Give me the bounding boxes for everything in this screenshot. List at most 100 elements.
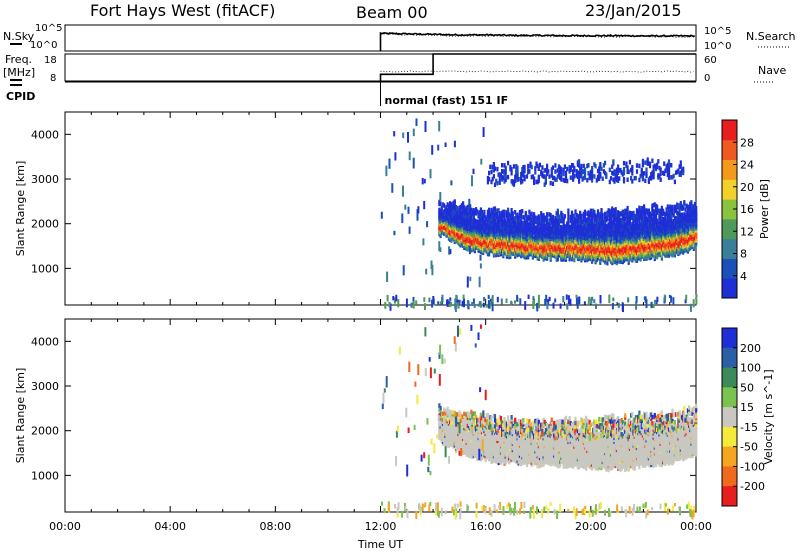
scatter-cell	[638, 213, 641, 219]
near-range-echo	[578, 296, 581, 304]
scatter-cell	[666, 204, 669, 209]
scatter-cell	[516, 212, 519, 218]
scatter-cell	[622, 166, 626, 172]
nsky-label: N.Sky	[3, 30, 35, 43]
scatter-cell	[544, 215, 547, 221]
scatter-cell	[614, 170, 617, 175]
scatter-cell	[651, 217, 654, 223]
scatter-cell	[488, 176, 491, 182]
scatter-cell	[609, 217, 613, 222]
isolated-echo	[402, 265, 405, 276]
scatter-cell	[582, 175, 585, 181]
near-range-echo	[487, 294, 490, 299]
scatter-cell	[631, 179, 634, 184]
scatter-cell	[583, 175, 587, 180]
isolated-echo	[468, 245, 471, 255]
scatter-cell	[583, 213, 587, 219]
scatter-cell	[453, 199, 456, 204]
scatter-cell	[560, 173, 563, 178]
scatter-cell	[611, 220, 614, 225]
scatter-cell	[595, 178, 598, 183]
scatter-cell	[632, 224, 635, 230]
near-range-echo	[388, 301, 391, 308]
scatter-cell	[484, 219, 487, 224]
scatter-cell	[572, 224, 575, 229]
scatter-cell	[546, 220, 549, 225]
scatter-cell	[594, 223, 597, 229]
noise-tick-right: 10^5	[704, 26, 731, 37]
scatter-cell	[667, 167, 671, 172]
scatter-cell	[550, 226, 553, 231]
near-range-echo	[483, 296, 485, 302]
nave-tick: 0	[704, 73, 710, 84]
near-range-echo	[536, 303, 539, 312]
scatter-cell	[686, 215, 689, 220]
scatter-cell	[588, 219, 591, 224]
near-range-echo	[532, 296, 535, 300]
scatter-cell	[553, 227, 556, 232]
scatter-cell	[580, 163, 583, 169]
scatter-cell	[643, 204, 646, 209]
scatter-cell	[566, 178, 569, 184]
scatter-cell	[666, 162, 669, 168]
scatter-cell	[589, 169, 592, 175]
scatter-cell	[438, 207, 441, 213]
scatter-cell	[507, 174, 510, 180]
scatter-cell	[511, 211, 514, 216]
scatter-cell	[669, 216, 672, 222]
scatter-cell	[503, 209, 506, 215]
beam-label: Beam 00	[356, 3, 428, 22]
scatter-cell	[614, 174, 617, 179]
noise-tick-right: 10^0	[704, 41, 731, 52]
near-range-echo	[538, 303, 541, 309]
scatter-cell	[607, 222, 610, 227]
near-range-echo	[545, 294, 548, 302]
scatter-cell	[657, 159, 660, 164]
scatter-cell	[511, 219, 514, 224]
scatter-cell	[644, 215, 647, 221]
scatter-cell	[447, 208, 450, 213]
scatter-cell	[651, 174, 654, 180]
scatter-cell	[466, 216, 469, 222]
scatter-cell	[648, 175, 652, 181]
scatter-cell	[498, 176, 501, 181]
scatter-cell	[673, 204, 676, 210]
scatter-cell	[449, 201, 452, 206]
scatter-cell	[510, 167, 513, 172]
scatter-cell	[520, 223, 523, 229]
scatter-cell	[578, 179, 581, 184]
near-range-echo	[393, 297, 396, 304]
scatter-cell	[477, 220, 480, 225]
near-range-echo	[462, 294, 465, 300]
scatter-cell	[680, 212, 684, 217]
scatter-cell	[440, 210, 443, 215]
scatter-cell	[601, 212, 604, 218]
scatter-cell	[604, 160, 607, 166]
isolated-echo	[472, 168, 475, 175]
isolated-echo	[386, 271, 389, 282]
scatter-cell	[650, 216, 653, 222]
scatter-cell	[645, 171, 648, 176]
near-range-echo	[583, 301, 586, 305]
scatter-cell	[682, 206, 685, 211]
near-range-echo	[480, 303, 483, 308]
scatter-cell	[593, 210, 596, 215]
near-range-echo	[478, 301, 481, 305]
y-tick-label: 3000	[31, 173, 59, 186]
scatter-cell	[523, 220, 526, 225]
scatter-cell	[615, 226, 618, 231]
scatter-cell	[502, 209, 505, 215]
scatter-cell	[573, 213, 576, 219]
isolated-echo	[424, 121, 427, 132]
scatter-cell	[624, 222, 627, 228]
scatter-cell	[440, 206, 443, 211]
scatter-cell	[628, 210, 631, 216]
isolated-echo	[402, 185, 404, 197]
scatter-cell	[609, 211, 613, 216]
scatter-cell	[512, 216, 516, 222]
near-range-echo	[591, 296, 594, 301]
scatter-cell	[587, 171, 590, 176]
scatter-cell	[534, 170, 537, 175]
scatter-cell	[685, 211, 688, 217]
